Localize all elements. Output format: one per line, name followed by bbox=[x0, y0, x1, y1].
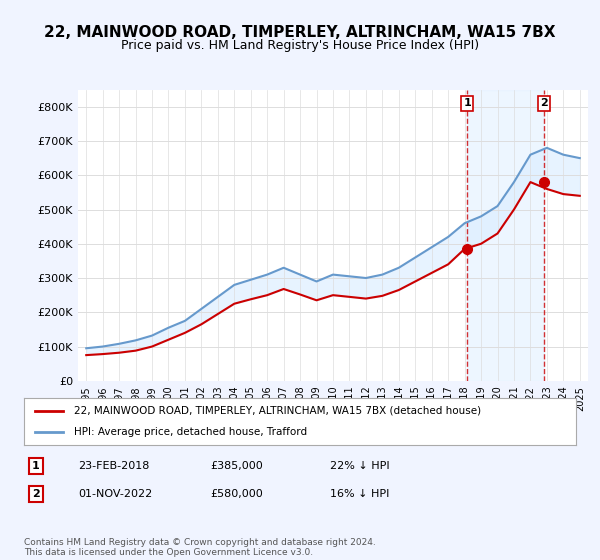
Text: 1: 1 bbox=[463, 99, 471, 108]
Text: 23-FEB-2018: 23-FEB-2018 bbox=[78, 461, 149, 471]
Text: 1: 1 bbox=[32, 461, 40, 471]
Text: 01-NOV-2022: 01-NOV-2022 bbox=[78, 489, 152, 499]
Text: 22, MAINWOOD ROAD, TIMPERLEY, ALTRINCHAM, WA15 7BX: 22, MAINWOOD ROAD, TIMPERLEY, ALTRINCHAM… bbox=[44, 25, 556, 40]
Text: 2: 2 bbox=[32, 489, 40, 499]
Text: 2: 2 bbox=[541, 99, 548, 108]
Text: HPI: Average price, detached house, Trafford: HPI: Average price, detached house, Traf… bbox=[74, 427, 307, 437]
Text: £385,000: £385,000 bbox=[210, 461, 263, 471]
Bar bbox=[467, 90, 544, 381]
Text: 16% ↓ HPI: 16% ↓ HPI bbox=[330, 489, 389, 499]
Text: Contains HM Land Registry data © Crown copyright and database right 2024.
This d: Contains HM Land Registry data © Crown c… bbox=[24, 538, 376, 557]
Text: 22% ↓ HPI: 22% ↓ HPI bbox=[330, 461, 389, 471]
Text: Price paid vs. HM Land Registry's House Price Index (HPI): Price paid vs. HM Land Registry's House … bbox=[121, 39, 479, 52]
Text: £580,000: £580,000 bbox=[210, 489, 263, 499]
Text: 22, MAINWOOD ROAD, TIMPERLEY, ALTRINCHAM, WA15 7BX (detached house): 22, MAINWOOD ROAD, TIMPERLEY, ALTRINCHAM… bbox=[74, 406, 481, 416]
